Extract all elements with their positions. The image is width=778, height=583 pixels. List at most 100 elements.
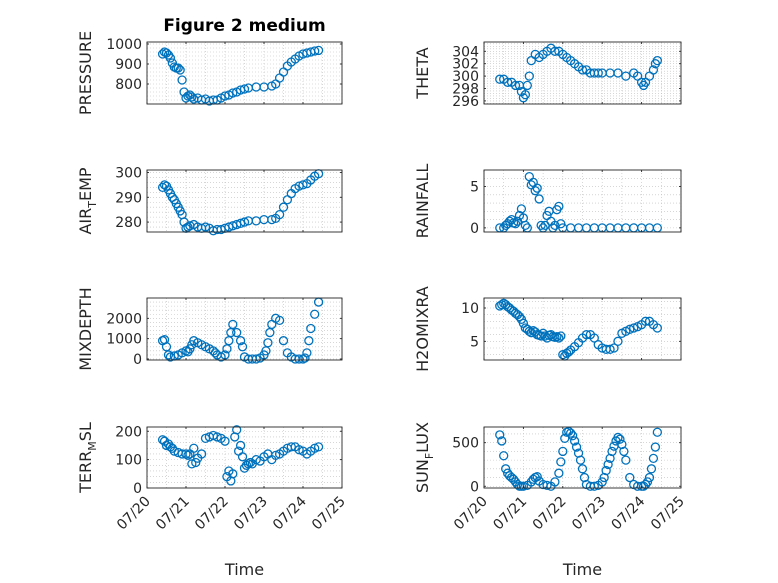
y-tick-label: 1000 [106,332,142,348]
data-point [542,480,552,491]
data-point [552,332,562,342]
data-point [648,453,659,464]
y-tick-label: 1000 [106,37,142,53]
data-point [501,464,511,474]
data-point [267,214,277,225]
data-point [615,434,625,444]
subplot-air: 280 290 300 AIRTEMP [76,165,343,236]
y-axis-label-main: H2OMIXRA [413,286,432,372]
data-point [597,477,607,487]
data-point [175,65,185,75]
data-point [550,46,560,56]
y-axis-label-main: RAINFALL [413,164,432,239]
data-point [526,328,536,338]
y-tick-label: 0 [133,481,142,497]
data-point [228,319,238,330]
data-point [581,330,592,340]
data-point [577,464,588,474]
data-point [212,432,222,442]
data-point [310,46,320,56]
data-point [263,338,273,348]
data-point [518,481,529,491]
data-point [560,433,570,443]
data-point [183,222,193,232]
data-point [652,427,663,437]
data-point [313,45,324,56]
data-point [536,220,546,231]
y-axis-label-tail: LUX [413,422,432,453]
data-point [510,80,521,91]
y-tick-label: 900 [115,57,142,73]
y-axis-label: SUNFLUX [413,422,436,493]
data-point [200,433,211,443]
data-point [625,472,635,483]
data-point [625,324,635,334]
y-axis-label-main: PRESSURE [76,31,95,115]
y-axis-label-subscript: T [86,201,99,209]
data-point [532,183,542,193]
data-point [228,88,238,98]
axes-box [146,297,343,361]
data-point [298,180,308,190]
data-point [554,333,564,343]
data-point [571,442,582,452]
data-point [274,315,285,326]
data-point [251,454,261,465]
data-point [278,202,289,212]
data-point [621,455,631,465]
y-axis-label-main: SUN [413,459,432,493]
data-point [554,201,564,212]
data-point [558,446,568,457]
data-point [237,452,248,462]
y-axis-label-subscript: M [86,441,99,451]
data-point [187,92,197,102]
data-point [187,459,197,469]
data-point [294,445,304,455]
subplot-h2omixra: 5 10 H2OMIXRA [413,286,682,372]
data-point [644,472,655,483]
data-point [286,442,296,452]
data-point [237,342,248,352]
data-point [495,430,505,440]
y-tick-label: 800 [115,77,142,93]
y-tick-label: 304 [452,44,479,60]
data-point [603,459,613,470]
y-axis-label-tail: SL [76,422,95,441]
data-point [522,80,532,91]
data-point [181,449,191,459]
y-axis-label-main: THETA [413,47,432,99]
data-point [235,440,246,451]
y-axis-label-main: MIXDEPTH [76,287,95,370]
data-point [306,323,316,334]
data-point [304,336,314,346]
data-points [495,298,663,361]
axes-box [146,169,343,233]
data-points [157,45,324,106]
data-point [640,316,651,326]
y-axis-label: THETA [413,47,432,99]
data-point [278,336,289,346]
data-point [163,350,174,360]
data-point [613,432,623,443]
data-point [607,446,617,457]
data-point [274,209,285,220]
y-tick-label: 10 [461,301,479,317]
data-point [161,440,172,451]
y-axis-label: RAINFALL [413,164,432,239]
data-point [502,77,513,87]
axes-box [483,426,682,489]
data-point [220,91,230,101]
y-tick-label: 5 [470,334,479,350]
data-point [196,449,207,459]
y-axis-label-subscript: F [423,453,436,459]
data-point [556,457,566,467]
data-point [165,53,176,63]
data-point [593,68,603,78]
data-point [520,220,531,231]
data-point [530,186,540,196]
y-tick-label: 100 [115,453,142,469]
y-tick-label: 0 [470,479,479,495]
subplot-rainfall: 0 5 RAINFALL [413,164,682,239]
data-point [510,219,521,229]
